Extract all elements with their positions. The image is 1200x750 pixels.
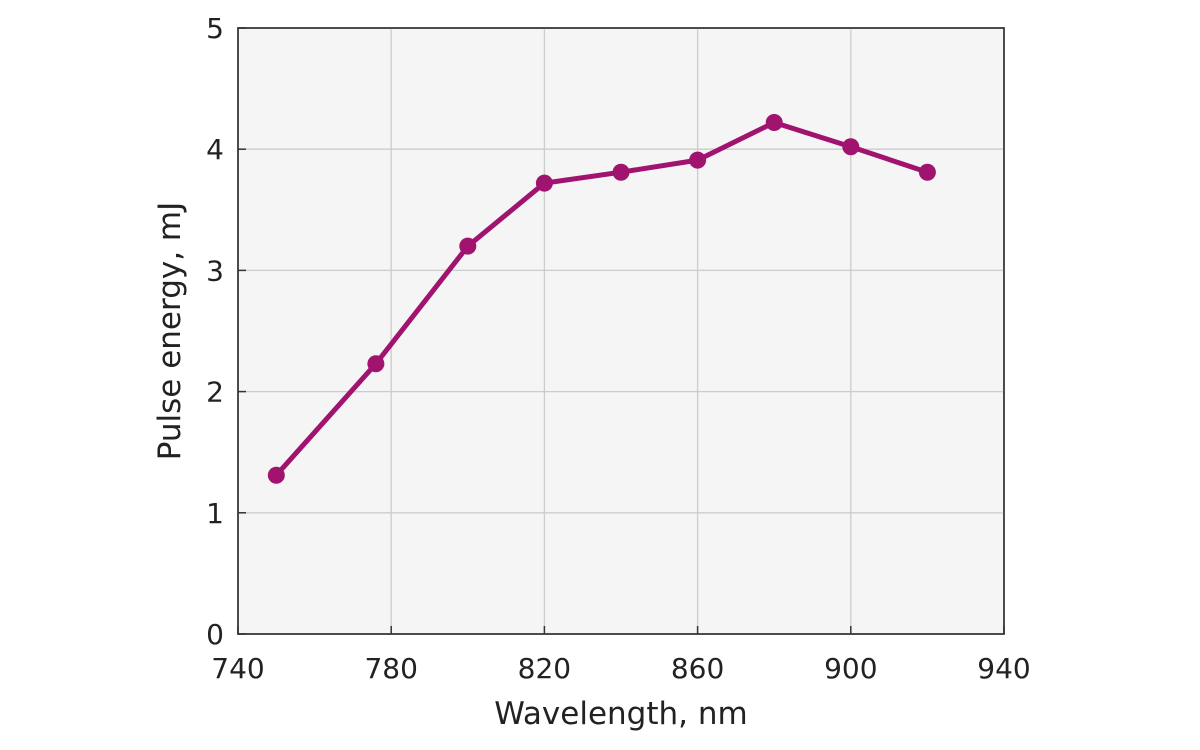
x-tick-label: 940	[977, 652, 1030, 685]
x-axis-label: Wavelength, nm	[494, 696, 747, 732]
data-point	[918, 163, 936, 181]
data-point	[612, 163, 630, 181]
data-point	[267, 466, 285, 484]
x-tick-label: 820	[518, 652, 571, 685]
data-point	[535, 174, 553, 192]
grid	[238, 28, 1004, 634]
plot-frame	[237, 27, 1005, 635]
y-tick-label: 2	[206, 376, 224, 409]
x-tick-label: 740	[211, 652, 264, 685]
data-point	[459, 237, 477, 255]
plot-area	[237, 27, 1005, 635]
axis-ticks: 740 780 820 860 900 940 0 1 2 3 4 5	[206, 12, 1031, 685]
data-point	[689, 151, 707, 169]
data-point	[842, 138, 860, 156]
y-tick-label: 1	[206, 497, 224, 530]
y-tick-label: 4	[206, 133, 224, 166]
x-tick-label: 860	[671, 652, 724, 685]
data-point	[367, 355, 385, 373]
series-layer	[267, 114, 936, 484]
y-tick-label: 5	[206, 12, 224, 45]
y-tick-label: 0	[206, 618, 224, 651]
data-point	[765, 114, 783, 132]
y-tick-label: 3	[206, 254, 224, 287]
x-tick-label: 900	[824, 652, 877, 685]
y-axis-label: Pulse energy, mJ	[152, 202, 188, 461]
x-tick-label: 780	[364, 652, 417, 685]
